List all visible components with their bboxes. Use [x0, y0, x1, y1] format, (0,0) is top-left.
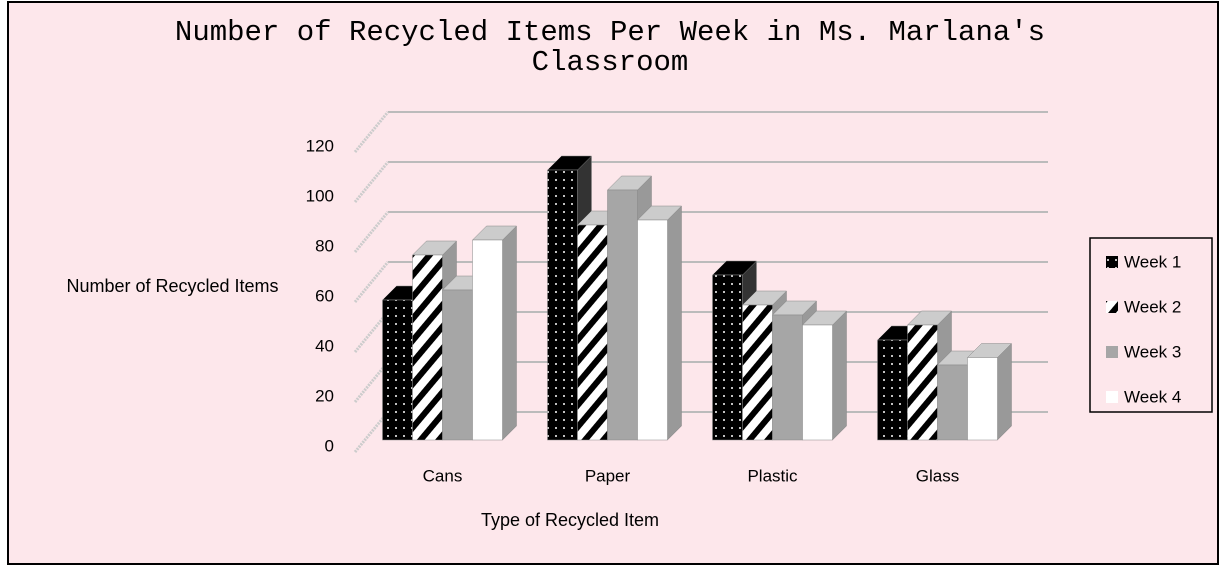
- y-tick-label: 0: [325, 436, 334, 455]
- bar: [382, 299, 413, 441]
- legend-swatch: [1106, 391, 1118, 403]
- bar: [937, 364, 968, 441]
- bar-side: [832, 310, 847, 441]
- bar: [877, 339, 908, 441]
- bar: [967, 357, 998, 441]
- bar: [637, 219, 668, 441]
- bar: [742, 304, 773, 441]
- bar: [772, 314, 803, 441]
- x-tick-label: Plastic: [747, 466, 798, 485]
- grid-line-side: [353, 261, 390, 303]
- legend-label: Week 4: [1124, 387, 1181, 406]
- y-tick-label: 100: [306, 186, 334, 205]
- bar: [442, 289, 473, 441]
- bar: [472, 239, 503, 441]
- y-tick-label: 120: [306, 136, 334, 155]
- y-tick-label: 20: [315, 386, 334, 405]
- x-axis-title: Type of Recycled Item: [480, 510, 660, 530]
- bar: [712, 274, 743, 441]
- grid-line-side: [353, 211, 390, 253]
- bar: [547, 169, 578, 441]
- legend-swatch: [1106, 301, 1118, 313]
- bar: [607, 189, 638, 441]
- x-tick-label: Glass: [916, 466, 959, 485]
- bar: [577, 224, 608, 441]
- x-tick-label: Cans: [423, 466, 463, 485]
- legend-swatch: [1106, 346, 1118, 358]
- legend-label: Week 2: [1124, 297, 1181, 316]
- legend-label: Week 1: [1124, 252, 1181, 271]
- grid-line-side: [353, 111, 390, 153]
- chart-title: Number of Recycled Items Per Week in Ms.…: [174, 16, 1046, 79]
- y-tick-label: 80: [315, 236, 334, 255]
- y-tick-label: 60: [315, 286, 334, 305]
- bar: [412, 254, 443, 441]
- legend-swatch: [1106, 256, 1118, 268]
- grid-line-side: [353, 161, 390, 203]
- bar-side: [502, 225, 517, 441]
- bar-side: [667, 205, 682, 441]
- bar: [802, 324, 833, 441]
- x-tick-label: Paper: [585, 466, 631, 485]
- y-axis-title: Number of Recycled Items: [66, 276, 279, 296]
- y-tick-label: 40: [315, 336, 334, 355]
- legend-label: Week 3: [1124, 342, 1181, 361]
- bar: [907, 324, 938, 441]
- bar-side: [997, 342, 1012, 441]
